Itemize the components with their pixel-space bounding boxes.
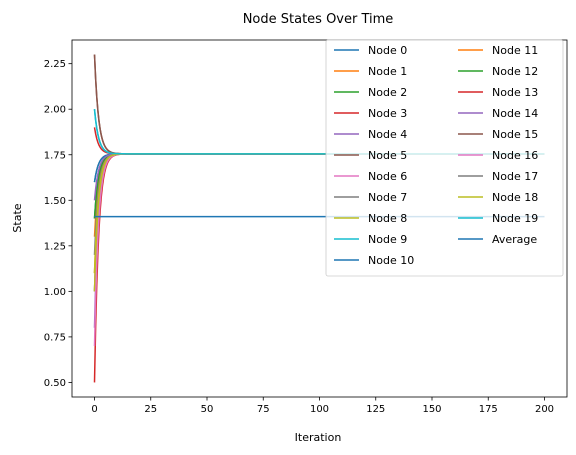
y-tick-label-3: 1.25 xyxy=(44,241,66,252)
y-tick-label-1: 0.75 xyxy=(44,332,66,343)
x-axis: 0 25 50 75 100 125 150 175 200 xyxy=(91,397,554,415)
x-tick-label-1: 25 xyxy=(144,404,157,415)
legend-label-16: Node 16 xyxy=(492,149,538,162)
legend-label-20: Average xyxy=(492,233,537,246)
legend-label-15: Node 15 xyxy=(492,128,538,141)
series-line-19 xyxy=(93,109,545,155)
x-tick-label-3: 75 xyxy=(257,404,270,415)
x-tick-label-6: 150 xyxy=(422,404,441,415)
y-tick-label-2: 1.00 xyxy=(44,287,66,298)
legend-label-3: Node 3 xyxy=(368,107,407,120)
legend-label-4: Node 4 xyxy=(368,128,407,141)
legend-label-2: Node 2 xyxy=(368,86,407,99)
x-tick-label-5: 125 xyxy=(366,404,385,415)
y-tick-label-0: 0.50 xyxy=(44,378,66,389)
y-tick-label-7: 2.25 xyxy=(44,59,66,70)
plot-series xyxy=(93,54,545,383)
legend-label-7: Node 7 xyxy=(368,191,407,204)
legend-label-17: Node 17 xyxy=(492,170,538,183)
y-tick-label-6: 2.00 xyxy=(44,105,66,116)
y-axis: 0.50 0.75 1.00 1.25 1.50 1.75 2.00 2.25 xyxy=(44,59,72,389)
y-axis-label: State xyxy=(11,203,24,232)
y-tick-label-5: 1.75 xyxy=(44,150,66,161)
x-tick-label-7: 175 xyxy=(479,404,498,415)
legend-label-8: Node 8 xyxy=(368,212,407,225)
legend-label-18: Node 18 xyxy=(492,191,538,204)
legend: Node 0 Node 1 Node 2 Node 3 Node 4 Node 5 Node… xyxy=(325,39,564,277)
legend-label-1: Node 1 xyxy=(368,65,407,78)
x-tick-label-8: 200 xyxy=(535,404,554,415)
legend-box xyxy=(325,39,564,277)
legend-label-10: Node 10 xyxy=(368,254,414,267)
legend-label-5: Node 5 xyxy=(368,149,407,162)
legend-label-13: Node 13 xyxy=(492,86,538,99)
x-tick-label-0: 0 xyxy=(91,404,97,415)
x-tick-label-4: 100 xyxy=(310,404,329,415)
x-axis-label: Iteration xyxy=(295,431,342,444)
chart-title: Node States Over Time xyxy=(243,12,394,27)
legend-label-14: Node 14 xyxy=(492,107,538,120)
y-tick-label-4: 1.50 xyxy=(44,196,66,207)
legend-label-6: Node 6 xyxy=(368,170,407,183)
legend-label-11: Node 11 xyxy=(492,44,538,57)
legend-label-19: Node 19 xyxy=(492,212,538,225)
legend-label-9: Node 9 xyxy=(368,233,407,246)
legend-label-0: Node 0 xyxy=(368,44,407,57)
legend-label-12: Node 12 xyxy=(492,65,538,78)
x-tick-label-2: 50 xyxy=(201,404,214,415)
